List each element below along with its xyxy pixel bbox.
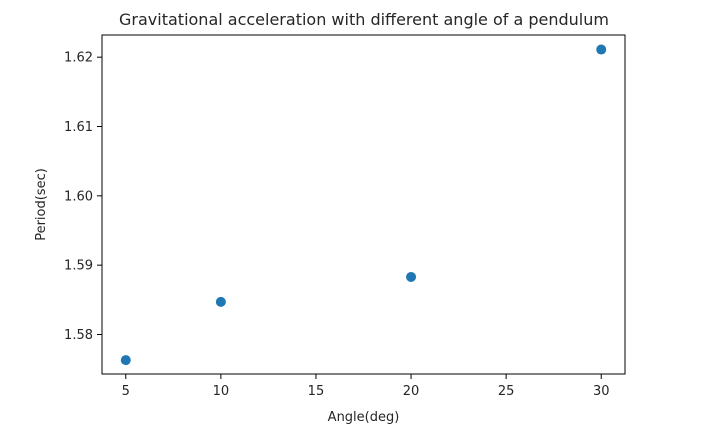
data-point [406, 271, 417, 282]
data-point [215, 296, 226, 307]
data-point [596, 44, 607, 55]
y-tick-label: 1.60 [64, 189, 93, 204]
y-tick-label: 1.62 [64, 51, 93, 66]
x-tick-label: 5 [122, 384, 130, 399]
x-tick-label: 15 [308, 384, 325, 399]
x-tick-label: 10 [213, 384, 230, 399]
y-tick-label: 1.59 [64, 259, 93, 274]
y-tick-label: 1.61 [64, 120, 93, 135]
x-axis: 5 10 15 20 25 30 [122, 374, 610, 399]
x-tick-label: 30 [593, 384, 610, 399]
y-axis-label: Period(sec) [34, 168, 49, 241]
chart-title: Gravitational acceleration with differen… [119, 10, 609, 29]
y-tick-label: 1.58 [64, 328, 93, 343]
x-axis-label: Angle(deg) [328, 410, 400, 425]
data-point [120, 355, 131, 366]
x-tick-label: 25 [498, 384, 515, 399]
y-axis: 1.58 1.59 1.60 1.61 1.62 [64, 51, 102, 343]
plot-frame [101, 34, 626, 375]
x-tick-label: 20 [403, 384, 420, 399]
scatter-series [120, 44, 607, 366]
